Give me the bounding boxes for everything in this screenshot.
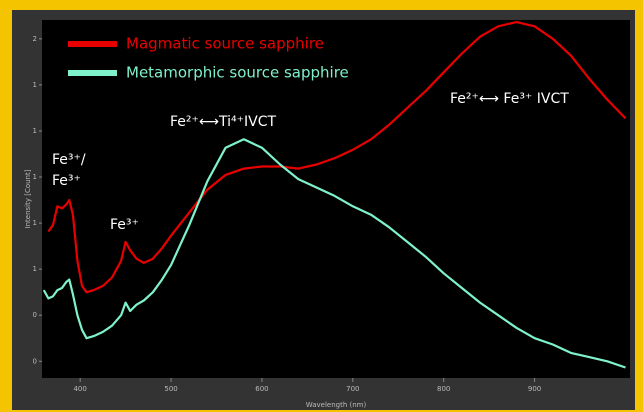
y-tick-label: 1 — [33, 265, 37, 273]
y-tick-label: 0 — [33, 311, 37, 319]
annotation: Fe³⁺ — [52, 173, 81, 189]
series-line — [47, 21, 627, 294]
y-tick-label: 1 — [33, 173, 37, 181]
legend-label: Magmatic source sapphire — [126, 35, 324, 53]
x-tick-label: 700 — [346, 385, 359, 393]
y-tick-label: 0 — [33, 357, 37, 365]
legend-label: Metamorphic source sapphire — [126, 64, 349, 82]
y-tick-label: 2 — [33, 35, 37, 43]
annotation: Fe²⁺⟷Ti⁴⁺IVCT — [170, 114, 276, 130]
y-tick-label: 1 — [33, 127, 37, 135]
series-line — [42, 138, 626, 369]
annotation: Fe³⁺ — [110, 217, 139, 233]
y-tick-label: 1 — [33, 81, 37, 89]
annotation: Fe²⁺⟷ Fe³⁺ IVCT — [450, 91, 569, 107]
x-axis-label: Wavelength (nm) — [306, 401, 367, 409]
x-tick-label: 800 — [437, 385, 450, 393]
x-tick-label: 600 — [255, 385, 268, 393]
x-tick-label: 900 — [528, 385, 541, 393]
annotation: Fe³⁺/ — [52, 152, 86, 168]
y-tick-label: 1 — [33, 219, 37, 227]
x-tick-label: 400 — [73, 385, 86, 393]
y-axis-label: Intensity [Count] — [24, 169, 32, 228]
x-tick-label: 500 — [164, 385, 177, 393]
plot-area — [42, 20, 630, 378]
